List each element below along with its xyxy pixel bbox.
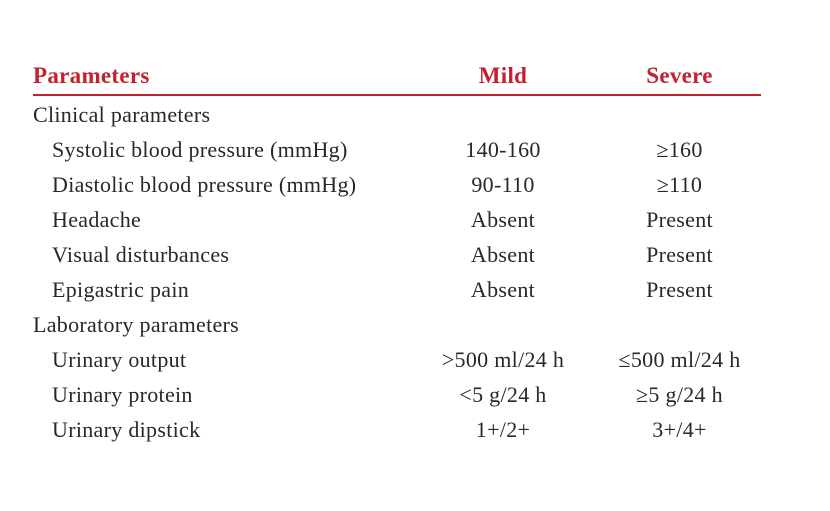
parameters-table: Parameters Mild Severe Clinical paramete…: [33, 63, 761, 447]
row-label: Urinary dipstick: [52, 417, 201, 442]
row-label: Systolic blood pressure (mmHg): [52, 137, 348, 162]
mild-value: Absent: [470, 242, 536, 267]
row-label: Clinical parameters: [33, 102, 211, 127]
table-row: Visual disturbances Absent Present: [33, 237, 761, 272]
mild-value: [408, 97, 598, 132]
mild-value: [408, 307, 598, 342]
column-header-mild: Mild: [478, 63, 528, 88]
severe-value: Present: [646, 242, 713, 267]
severe-value: ≥5 g/24 h: [636, 382, 723, 407]
row-label: Diastolic blood pressure (mmHg): [52, 172, 357, 197]
severe-value: ≥160: [656, 137, 703, 162]
mild-value: Absent: [470, 277, 536, 302]
severe-value: 3+/4+: [652, 417, 707, 442]
table-section-row: Laboratory parameters: [33, 307, 761, 342]
mild-value: 1+/2+: [475, 417, 531, 442]
table-body: Clinical parameters Systolic blood pressu…: [33, 96, 761, 447]
severe-value: [598, 97, 761, 132]
severe-value: Present: [646, 207, 713, 232]
mild-value: 140-160: [465, 137, 541, 162]
row-label: Epigastric pain: [52, 277, 190, 302]
row-label: Visual disturbances: [52, 242, 230, 267]
mild-value: Absent: [470, 207, 536, 232]
table-section-row: Clinical parameters: [33, 97, 761, 132]
column-header-parameters: Parameters: [33, 63, 150, 88]
mild-value: 90-110: [471, 172, 535, 197]
severe-value: ≥110: [656, 172, 703, 197]
table-row: Urinary dipstick 1+/2+ 3+/4+: [33, 412, 761, 447]
table-header-row: Parameters Mild Severe: [33, 63, 761, 96]
row-label: Laboratory parameters: [33, 312, 240, 337]
row-label: Urinary protein: [52, 382, 193, 407]
table-row: Urinary protein <5 g/24 h ≥5 g/24 h: [33, 377, 761, 412]
mild-value: <5 g/24 h: [459, 382, 547, 407]
table-row: Systolic blood pressure (mmHg) 140-160 ≥16…: [33, 132, 761, 167]
table-row: Diastolic blood pressure (mmHg) 90-110 ≥11…: [33, 167, 761, 202]
row-label: Headache: [52, 207, 142, 232]
table-row: Epigastric pain Absent Present: [33, 272, 761, 307]
table-row: Urinary output >500 ml/24 h ≤500 ml/24 h: [33, 342, 761, 377]
severe-value: ≤500 ml/24 h: [618, 347, 741, 372]
mild-value: >500 ml/24 h: [441, 347, 565, 372]
row-label: Urinary output: [52, 347, 187, 372]
severe-value: Present: [646, 277, 713, 302]
column-header-severe: Severe: [646, 63, 713, 88]
severe-value: [598, 307, 761, 342]
table-row: Headache Absent Present: [33, 202, 761, 237]
